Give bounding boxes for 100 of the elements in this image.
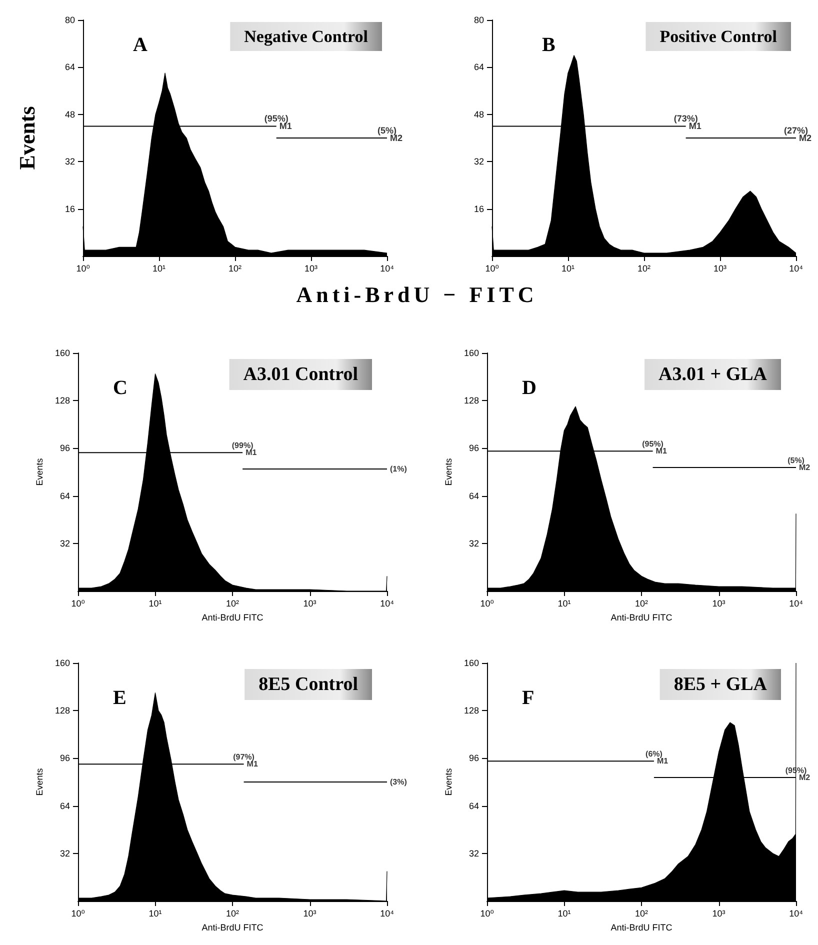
- text: D: [522, 377, 536, 399]
- x-tick-label: 10⁰: [76, 264, 90, 274]
- y-tick-label: 64: [60, 800, 70, 811]
- y-tick-label: 48: [474, 109, 484, 120]
- chart-subtitle: Positive Control: [660, 27, 778, 46]
- x-tick-label: 10⁴: [380, 264, 394, 274]
- y-tick-label: 128: [464, 706, 479, 716]
- y-tick-label: 128: [54, 706, 70, 716]
- x-tick-label: 10²: [637, 264, 651, 274]
- annotation: (3%): [390, 778, 408, 786]
- annotation: M1: [246, 448, 258, 458]
- y-axis-title: Events: [444, 458, 454, 486]
- annotation: M1: [656, 756, 669, 766]
- x-tick-label: 10²: [634, 598, 648, 608]
- y-tick-label: 64: [468, 800, 479, 811]
- x-tick-label: 10³: [712, 908, 726, 918]
- y-tick-label: 96: [60, 443, 70, 454]
- y-axis-title: Events: [34, 458, 45, 486]
- annotation: (99%): [232, 441, 254, 450]
- y-tick-label: 32: [468, 848, 479, 858]
- y-tick-label: 80: [64, 15, 75, 25]
- y-tick-label: 96: [60, 753, 70, 764]
- annotation: M2: [799, 773, 811, 782]
- text: B: [542, 34, 556, 56]
- annotation: (95%): [264, 114, 288, 124]
- x-tick-label: 10¹: [558, 908, 571, 918]
- y-tick-label: 160: [464, 658, 479, 668]
- text: 8E5 + GLA: [674, 674, 768, 695]
- annotation: M2: [799, 133, 812, 143]
- x-tick-label: 10⁰: [480, 598, 494, 608]
- x-tick-label: 10¹: [558, 598, 571, 608]
- x-tick-label: 10³: [713, 264, 727, 274]
- x-tick-label: 10⁴: [380, 908, 394, 918]
- x-tick-label: 10⁴: [789, 908, 804, 918]
- x-axis-title: Anti-BrdU FITC: [610, 612, 673, 622]
- x-tick-label: 10³: [712, 598, 726, 608]
- x-tick-label: 10⁴: [380, 598, 394, 608]
- annotation: (73%): [674, 114, 698, 124]
- x-tick-label: 10²: [634, 908, 648, 918]
- y-tick-label: 160: [54, 658, 70, 668]
- y-tick-label: 128: [464, 396, 479, 406]
- x-axis-title: Anti-BrdU FITC: [202, 922, 264, 932]
- y-tick-label: 32: [468, 538, 479, 548]
- x-tick-label: 10⁰: [485, 264, 500, 274]
- x-axis-title: Anti-BrdU − FITC: [295, 282, 539, 308]
- x-tick-label: 10¹: [561, 264, 575, 274]
- annotation: (95%): [642, 440, 664, 449]
- y-tick-label: 160: [464, 348, 479, 358]
- x-tick-label: 10¹: [148, 598, 162, 608]
- x-tick-label: 10¹: [152, 264, 166, 274]
- y-tick-label: 128: [54, 396, 70, 406]
- text: A: [133, 34, 148, 56]
- x-tick-label: 10⁰: [71, 598, 86, 608]
- text: A3.01 Control: [243, 364, 358, 385]
- y-tick-label: 96: [468, 443, 479, 454]
- x-tick-label: 10³: [304, 264, 318, 274]
- x-tick-label: 10²: [226, 598, 240, 608]
- y-tick-label: 48: [64, 109, 75, 120]
- annotation: (5%): [788, 456, 805, 466]
- x-tick-label: 10⁰: [480, 908, 494, 918]
- annotation: M1: [246, 760, 258, 769]
- annotation: (97%): [233, 752, 255, 762]
- text: C: [113, 377, 128, 399]
- text: E: [113, 687, 126, 709]
- x-tick-label: 10⁰: [71, 908, 86, 918]
- y-tick-label: 32: [60, 848, 70, 858]
- y-tick-label: 96: [468, 753, 479, 764]
- annotation: (1%): [390, 464, 408, 474]
- y-axis-title: Events: [14, 106, 40, 170]
- x-tick-label: 10³: [303, 908, 316, 918]
- x-tick-label: 10³: [303, 598, 316, 608]
- y-tick-label: 16: [64, 204, 75, 214]
- y-tick-label: 160: [54, 348, 70, 358]
- x-tick-label: 10¹: [148, 908, 162, 918]
- annotation: (6%): [646, 750, 663, 759]
- annotation: M1: [688, 121, 702, 132]
- y-tick-label: 80: [474, 15, 484, 25]
- x-tick-label: 10²: [226, 908, 240, 918]
- y-axis-title: Events: [34, 768, 45, 796]
- y-tick-label: 64: [468, 490, 479, 501]
- x-tick-label: 10²: [228, 264, 242, 274]
- y-tick-label: 32: [60, 538, 70, 548]
- y-tick-label: 32: [474, 156, 484, 167]
- annotation: (27%): [784, 126, 808, 136]
- y-tick-label: 64: [60, 490, 70, 501]
- text: F: [522, 687, 534, 709]
- text: 8E5 Control: [258, 674, 358, 695]
- y-tick-label: 64: [474, 62, 484, 72]
- annotation: M1: [279, 121, 292, 132]
- annotation: M2: [390, 133, 403, 143]
- y-tick-label: 16: [474, 204, 484, 214]
- x-axis-title: Anti-BrdU FITC: [202, 612, 264, 622]
- x-axis-title: Anti-BrdU FITC: [610, 922, 673, 932]
- y-tick-label: 32: [64, 156, 75, 167]
- x-tick-label: 10⁴: [789, 264, 804, 274]
- x-tick-label: 10⁴: [789, 598, 804, 608]
- annotation: (5%): [377, 126, 397, 136]
- chart-subtitle: Negative Control: [244, 27, 368, 46]
- y-axis-title: Events: [444, 768, 454, 796]
- annotation: M2: [799, 463, 811, 472]
